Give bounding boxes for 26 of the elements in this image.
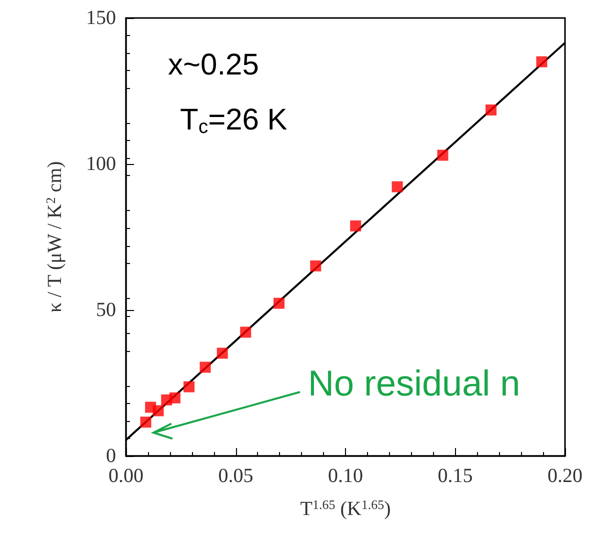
annotation: No residual n bbox=[308, 362, 520, 404]
point bbox=[216, 348, 228, 359]
y-axis-title: κ / T (μW / K2 cm) bbox=[43, 161, 66, 312]
y-tick-label: 50 bbox=[96, 299, 116, 321]
x-tick-label: 0.15 bbox=[438, 465, 473, 487]
point bbox=[200, 362, 211, 373]
x-tick-label: 0.20 bbox=[548, 465, 582, 487]
y-tick-label: 150 bbox=[86, 7, 116, 29]
point bbox=[140, 416, 152, 428]
point bbox=[392, 181, 403, 192]
x-tick-label: 0.10 bbox=[328, 465, 363, 487]
y-tick-label: 0 bbox=[106, 445, 116, 467]
point bbox=[183, 381, 194, 392]
point bbox=[536, 56, 548, 68]
x-tick-label: 0.05 bbox=[218, 465, 254, 487]
x-tick-label: 0.00 bbox=[108, 465, 144, 487]
point bbox=[169, 392, 180, 404]
annotation: x~0.25 bbox=[168, 48, 259, 82]
point bbox=[350, 220, 362, 232]
point bbox=[273, 298, 284, 309]
y-tick-label: 100 bbox=[86, 153, 116, 175]
point bbox=[486, 104, 497, 116]
point bbox=[310, 260, 322, 272]
point bbox=[437, 150, 448, 161]
point bbox=[240, 326, 252, 338]
point bbox=[152, 405, 164, 416]
